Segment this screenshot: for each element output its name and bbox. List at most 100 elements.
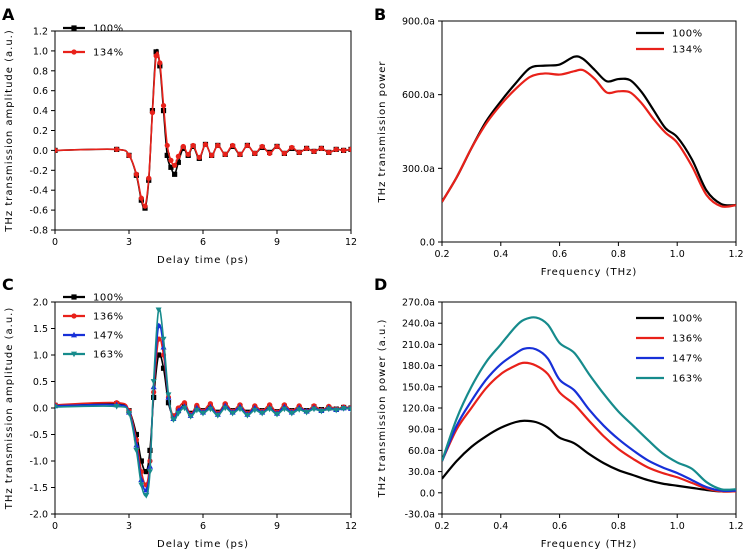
panel-a: A 0 3 6 9 12 -0.8 -0.6 -0.4 -0.2 0.0 0.2 0.4 0.6 0.8 1.…	[2, 5, 357, 266]
data-point	[222, 151, 228, 157]
series-100-percent	[442, 419, 736, 493]
series-163-percent	[55, 307, 351, 499]
y-tick-label: 30.0a	[408, 467, 435, 478]
y-tick-label: 900.0a	[402, 17, 435, 28]
data-point	[146, 469, 153, 475]
data-point	[326, 149, 332, 155]
data-point	[190, 142, 196, 149]
y-tick-label: 1.0	[33, 351, 48, 362]
data-point	[207, 406, 214, 413]
data-point	[138, 195, 144, 201]
data-point	[281, 150, 287, 156]
data-point	[341, 147, 347, 153]
legend-label: 136%	[672, 334, 703, 345]
y-tick-label: 0.0	[420, 488, 435, 499]
data-point	[296, 407, 303, 413]
data-point	[214, 413, 221, 419]
data-point	[175, 410, 182, 417]
y-tick-label: -0.4	[29, 186, 48, 197]
legend: 100% 136% 147% 163%	[63, 293, 124, 361]
data-point	[187, 414, 194, 420]
legend-label: 100%	[93, 293, 124, 304]
data-point	[281, 406, 288, 413]
x-axis-label: Frequency (THz)	[541, 539, 638, 550]
y-tick-label: 210.0a	[402, 340, 435, 351]
data-point	[237, 406, 243, 413]
data-point	[325, 406, 332, 413]
data-point	[274, 143, 280, 150]
y-axis-label: THz transmission power (a.u.)	[377, 319, 388, 499]
x-tick-label: 0	[52, 237, 58, 248]
series-line	[442, 361, 736, 493]
data-point	[318, 408, 325, 415]
data-point	[55, 147, 58, 153]
legend-label: 163%	[93, 350, 124, 361]
data-point	[230, 142, 236, 149]
x-axis-label: Delay time (ps)	[157, 255, 249, 266]
axes-frame	[54, 30, 352, 231]
x-tick-label: 1.0	[670, 249, 685, 260]
y-tick-label: 150.0a	[402, 382, 435, 393]
data-point	[266, 406, 273, 413]
legend-marker	[71, 294, 77, 300]
data-point	[160, 103, 167, 109]
data-point	[209, 152, 215, 158]
data-point	[153, 49, 159, 55]
y-tick-label: 0.0	[33, 404, 48, 415]
y-tick-label: 60.0a	[408, 446, 435, 457]
x-tick-label: 9	[274, 237, 280, 248]
data-point	[126, 410, 132, 417]
y-tick-label: 0.6	[33, 86, 48, 97]
x-tick-label: 0.4	[493, 249, 508, 260]
x-tick-label: 3	[126, 237, 132, 248]
y-tick-label: 90.0a	[408, 425, 435, 436]
x-tick-label: 1.2	[728, 521, 743, 532]
data-point	[175, 159, 181, 165]
legend-marker	[71, 25, 77, 31]
y-tick-label: -2.0	[29, 510, 48, 521]
x-tick-label: 1.2	[728, 249, 743, 260]
data-point	[288, 410, 295, 417]
data-point	[133, 171, 139, 177]
panel-label: D	[374, 275, 387, 294]
y-tick-label: 180.0a	[402, 361, 435, 372]
data-point	[149, 109, 156, 116]
data-point	[196, 154, 202, 160]
series-line	[442, 316, 736, 491]
y-tick-label: 0.4	[33, 106, 48, 117]
data-point	[146, 175, 152, 181]
data-point	[150, 379, 157, 385]
y-tick-label: 2.0	[33, 298, 48, 309]
data-point	[126, 152, 132, 158]
data-point	[181, 405, 188, 412]
data-point	[142, 203, 148, 209]
data-point	[251, 407, 258, 414]
x-tick-label: 12	[345, 521, 357, 532]
series-147-percent	[55, 322, 351, 493]
data-point	[157, 60, 163, 66]
series-line	[442, 419, 736, 493]
x-tick-label: 0.6	[552, 249, 567, 260]
series-136-percent	[442, 361, 736, 493]
x-tick-label: 0.2	[434, 521, 449, 532]
data-point	[55, 404, 58, 411]
series-line	[442, 68, 736, 208]
x-tick-label: 0.6	[552, 521, 567, 532]
data-point	[165, 392, 172, 398]
data-point	[289, 144, 295, 151]
data-point	[348, 406, 351, 413]
data-point	[170, 417, 177, 423]
legend-label: 134%	[93, 48, 124, 59]
data-point	[259, 143, 265, 150]
data-point	[143, 469, 149, 475]
data-point	[193, 407, 200, 414]
y-tick-label: -30.0a	[405, 510, 435, 521]
y-tick-label: -0.8	[29, 226, 48, 237]
data-point	[311, 406, 317, 413]
series-134-percent	[55, 51, 351, 209]
legend-marker	[71, 49, 77, 55]
legend: 100% 134%	[636, 29, 702, 56]
data-point	[114, 146, 120, 153]
legend-label: 147%	[93, 331, 124, 342]
